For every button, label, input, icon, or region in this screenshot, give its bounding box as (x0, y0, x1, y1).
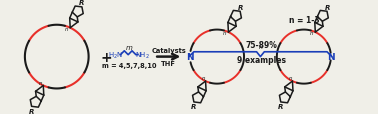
Text: $n$: $n$ (222, 30, 227, 37)
Text: +: + (100, 50, 112, 64)
Text: n = 1-3: n = 1-3 (288, 16, 319, 25)
Text: R: R (237, 5, 243, 11)
Text: $n$: $n$ (288, 75, 293, 82)
Text: R: R (29, 108, 34, 114)
Text: $n$: $n$ (64, 25, 69, 32)
Text: 9 examples: 9 examples (237, 56, 286, 64)
Text: $n$: $n$ (39, 79, 43, 86)
Text: Catalysts: Catalysts (151, 47, 186, 53)
Text: R: R (191, 104, 197, 110)
Text: N: N (327, 53, 335, 62)
Text: $n$: $n$ (309, 30, 314, 37)
Text: R: R (79, 0, 85, 6)
Text: m = 4,5,7,8,10: m = 4,5,7,8,10 (102, 63, 156, 69)
Text: 75-89%: 75-89% (245, 40, 277, 49)
Text: $n$: $n$ (258, 44, 263, 51)
Text: NH$_2$: NH$_2$ (135, 50, 150, 60)
Text: H$_2$N: H$_2$N (108, 50, 123, 60)
Text: N: N (186, 53, 194, 62)
Text: THF: THF (161, 61, 176, 67)
Text: R: R (278, 104, 283, 110)
Text: $n$: $n$ (201, 75, 206, 82)
Text: R: R (324, 5, 330, 11)
Text: $m$: $m$ (125, 44, 133, 52)
